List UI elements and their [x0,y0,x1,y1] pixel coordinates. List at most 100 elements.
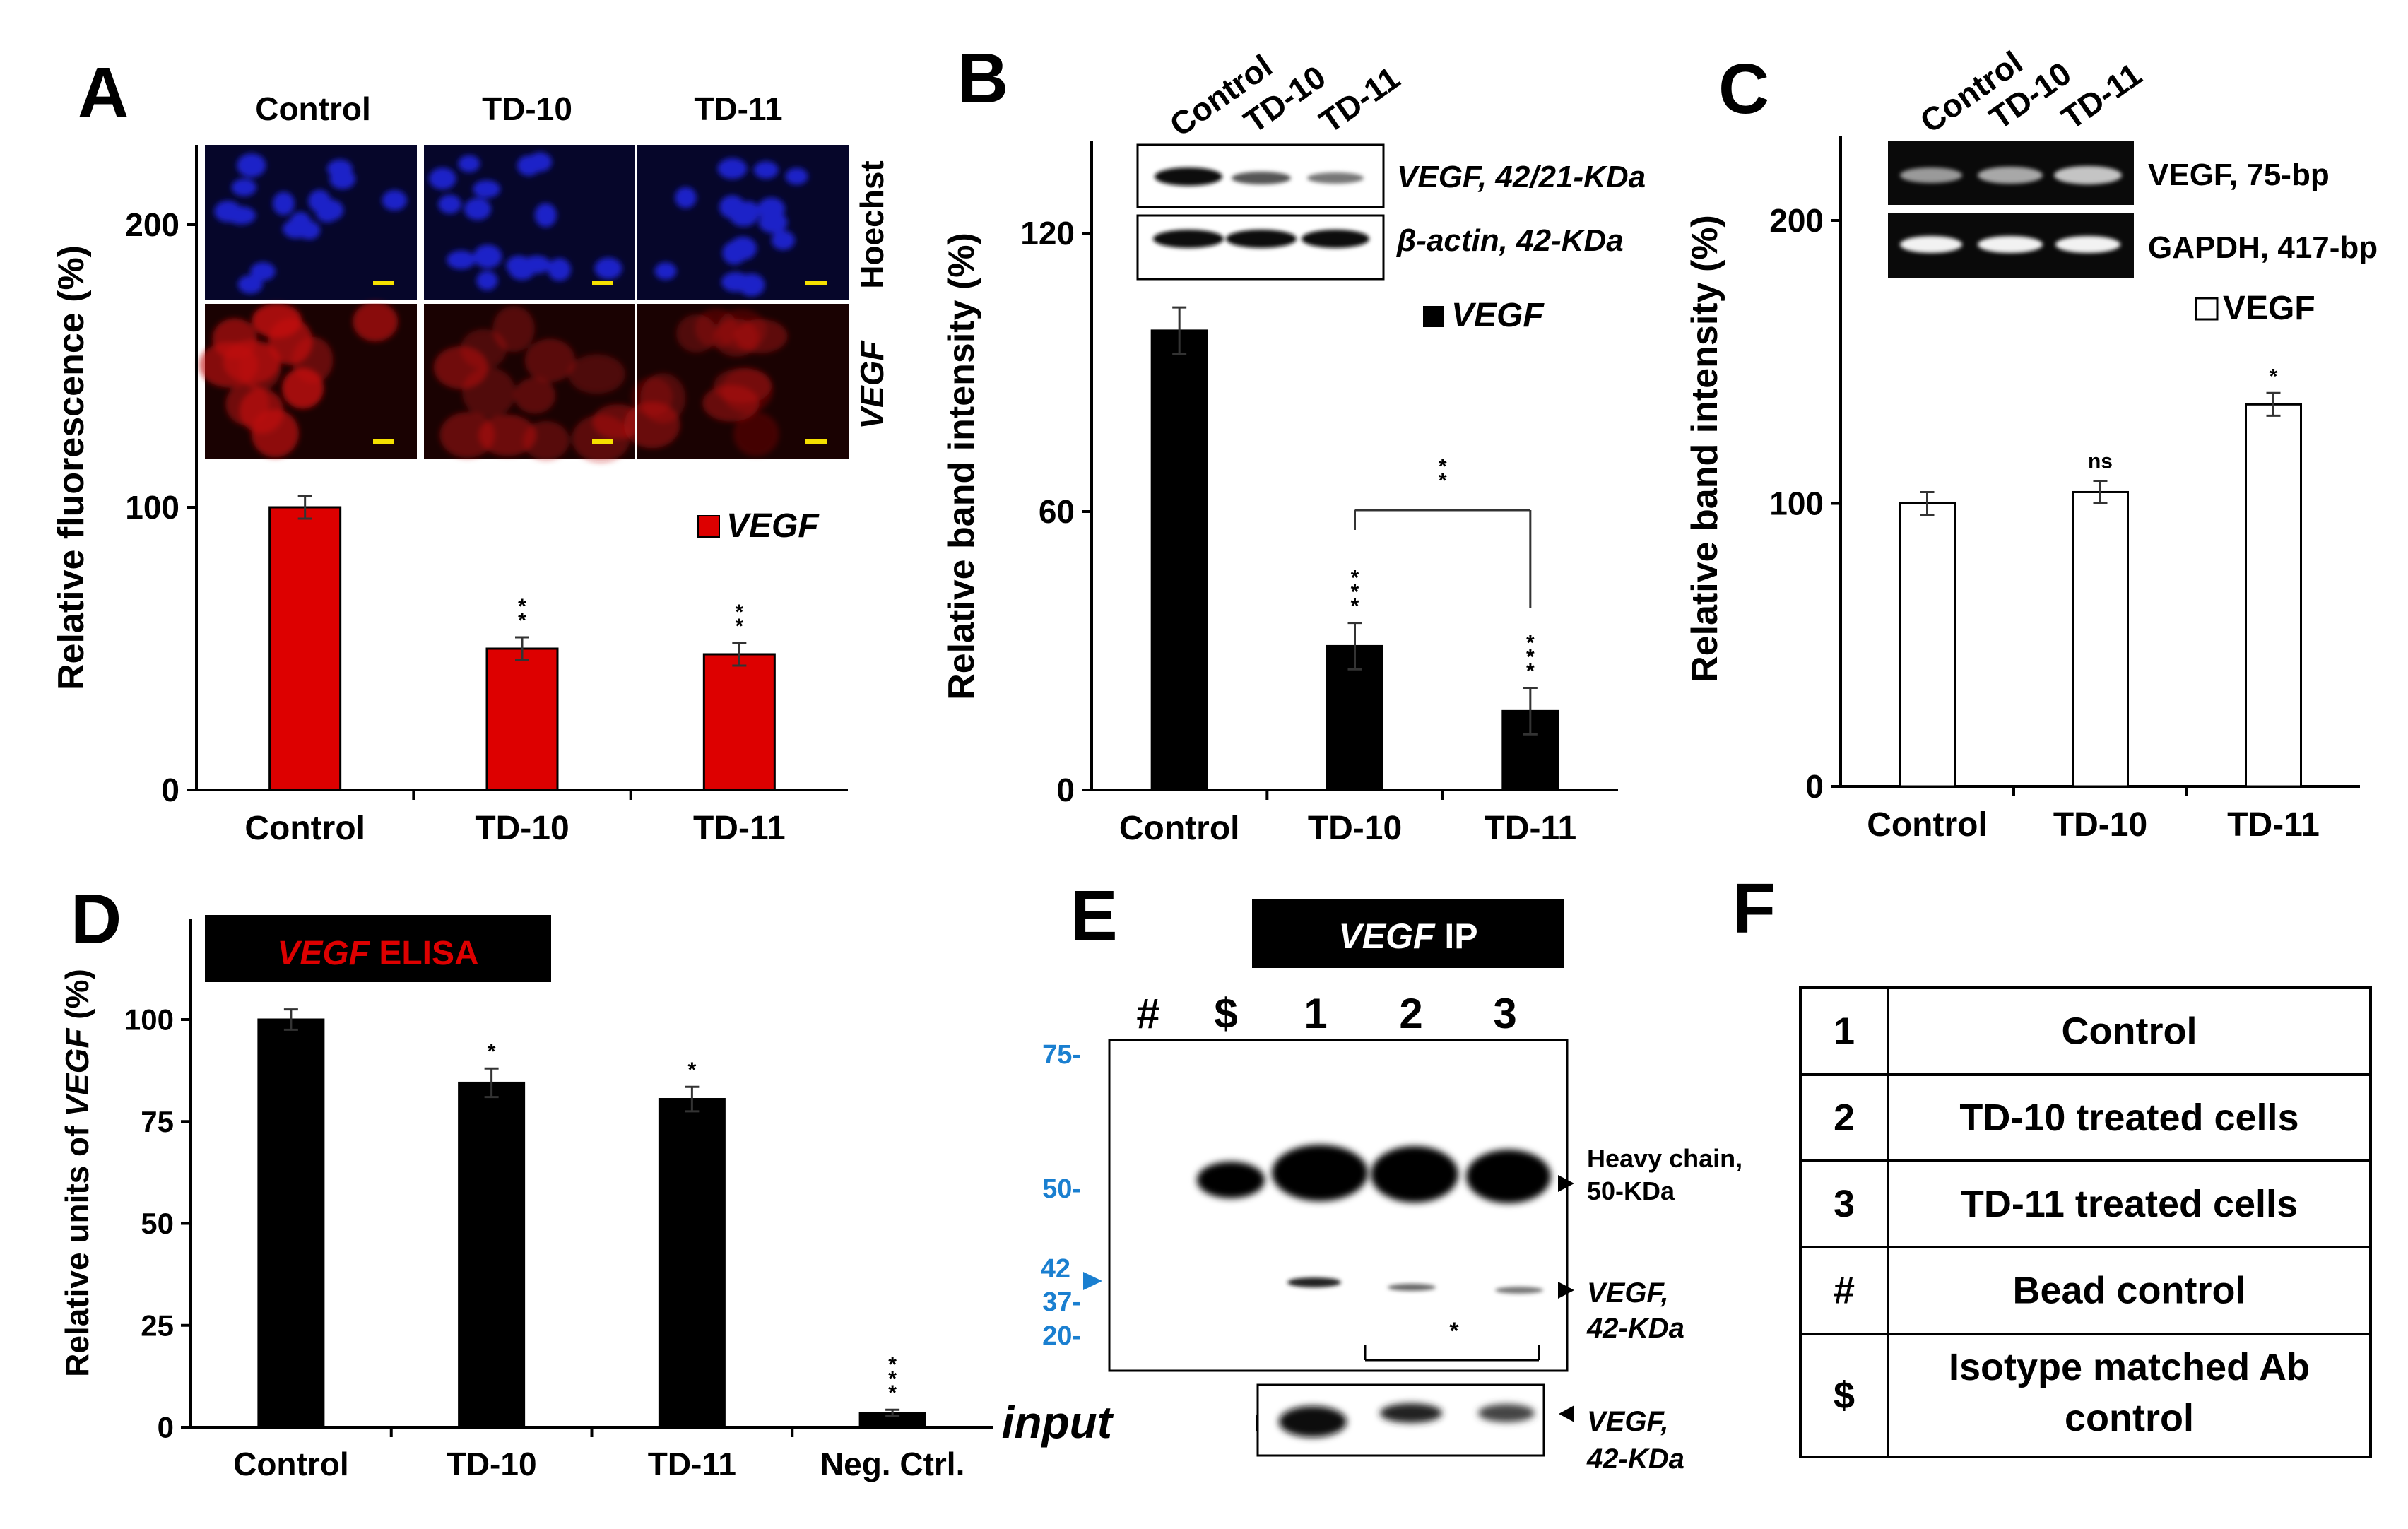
bar [1150,329,1208,791]
cell [239,344,281,391]
input-band [1478,1404,1535,1422]
blot-label-vegf: VEGF, 42/21-KDa [1397,160,1646,194]
y-tick-label: 25 [141,1309,174,1342]
legend-table: 1 Control 2 TD-10 treated cells 3 TD-11 treat… [1799,986,2372,1458]
nucleus [594,257,622,280]
table-value: Isotype matched Ab [1949,1346,2310,1388]
panel-letter-f: F [1733,869,1776,948]
micrograph-grid [199,145,849,463]
micrograph-cells [214,153,407,294]
y-tick-label: 100 [1769,485,1824,522]
gel-label-vegf: VEGF, 75-bp [2148,158,2330,192]
nucleus [250,261,276,281]
cell [282,367,324,409]
nucleus [316,199,344,221]
ip-lane-3: 3 [1493,990,1516,1037]
legend-swatch [2195,297,2219,321]
ip-band-heavy-chain [1272,1145,1368,1201]
y-tick-label: 200 [1769,202,1824,239]
ip-banner-text: VEGF IP [1338,916,1477,956]
nucleus [438,194,462,214]
significance-label: * * * [1351,567,1359,618]
ip-blot-frame [1108,1039,1569,1372]
nucleus [517,155,541,176]
x-category-label: TD-11 [2227,806,2320,844]
y-tick-label: 200 [125,206,179,243]
ip-band-vegf [1388,1284,1436,1291]
nucleus [785,167,808,185]
gel-band [2055,236,2120,253]
gel-label-gapdh: GAPDH, 417-bp [2148,230,2378,265]
bracket-sig-label: * * [1439,455,1447,492]
y-tick-label: 0 [158,1411,174,1444]
nucleus [548,258,572,281]
table-value: Bead control [2012,1270,2245,1312]
x-category-label: Control [233,1446,349,1482]
elisa-banner-text: VEGF ELISA [277,935,478,972]
heavy-chain-arrow [1558,1175,1574,1192]
significance-label: * [2270,365,2278,388]
legend-label: VEGF [726,507,820,545]
panel-b: B Control TD-10 TD-11 VEGF, 42/21-KDa β-… [941,39,1646,847]
bar [1899,502,1956,788]
blot-band [1226,230,1297,248]
nucleus [329,168,356,189]
y-tick-label: 120 [1020,215,1075,252]
mw-marker-37: 37- [1042,1287,1081,1317]
table-key: $ [1834,1374,1855,1417]
x-category-label: Control [1119,810,1240,847]
gel-band [1900,236,1962,253]
x-category-label: TD-10 [1308,810,1402,847]
vegf-ip-arrow [1558,1282,1574,1299]
scale-bar [805,281,827,285]
cell [733,319,788,353]
blot-band [1155,167,1222,186]
y-tick-label: 100 [125,489,179,526]
y-axis-label: Relative band intensity (%) [941,232,982,700]
scale-bar [592,439,613,444]
panel-e: E VEGF IP # $ 1 2 3 75- 50- 42 37- 20- H… [1002,876,1743,1475]
table-value: TD-11 treated cells [1961,1183,2298,1225]
nucleus [382,190,407,211]
bar [257,1018,325,1429]
nucleus [522,255,551,274]
panel-letter-e: E [1070,876,1118,955]
micrograph-row-vegf: VEGF [854,339,890,429]
table-value: control [2065,1397,2194,1439]
x-category-label: TD-11 [1484,810,1576,847]
y-tick-label: 0 [161,772,179,808]
y-tick-label: 75 [141,1105,174,1138]
legend-swatch [1423,306,1444,327]
y-tick-label: 60 [1039,493,1075,530]
table-border [1799,986,2372,1458]
chart-c: 0 100 200 Control TD-10 ns TD-11 * Relative band… [1684,136,2360,844]
legend-swatch [697,515,720,538]
significance-label: ns [2088,449,2113,473]
cell [514,377,556,414]
nucleus [729,204,758,227]
input-vegf-kda: 42-KDa [1586,1444,1684,1475]
input-vegf-label: VEGF, [1587,1406,1669,1437]
gel-band [1978,167,2043,184]
ip-band-heavy-chain [1371,1146,1458,1203]
ip-lane-1: 1 [1304,990,1327,1037]
micrograph-cells [429,152,622,290]
nucleus [429,167,456,190]
y-axis-label: Relative band intensity (%) [1684,215,1725,683]
nucleus [214,200,242,223]
blot-band [1307,172,1364,184]
western-blot [1136,143,1385,281]
bar [268,506,342,791]
vegf-ip-kda: 42-KDa [1586,1313,1684,1344]
elisa-banner [205,915,551,982]
micrograph-column-td10: TD-10 [482,90,572,127]
nucleus [753,160,779,179]
micrograph-cells [199,302,399,458]
agarose-gel [1888,141,2134,278]
scale-bar [592,281,613,285]
cell [733,412,779,456]
input-band [1279,1406,1347,1437]
table-key: 1 [1834,1010,1855,1053]
ip-banner [1252,899,1564,968]
micrograph-column-control: Control [255,90,371,127]
